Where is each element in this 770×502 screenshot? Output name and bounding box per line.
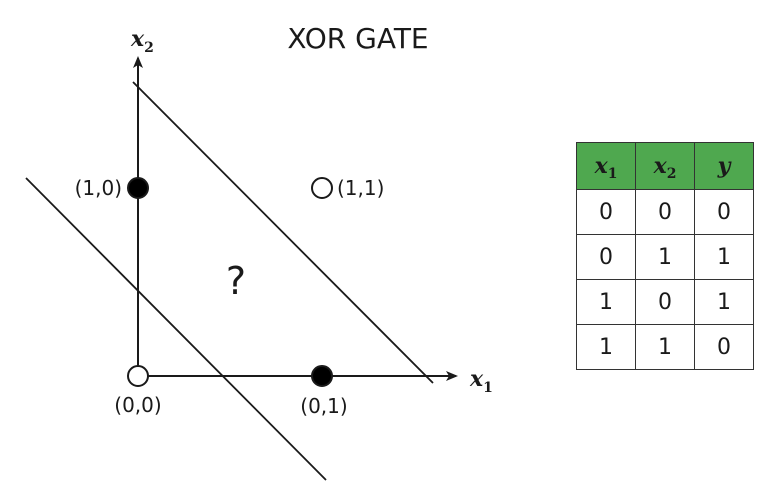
table-cell: 0 (635, 279, 695, 325)
point-0-1 (311, 365, 333, 387)
svg-text:x1: x1 (469, 366, 493, 396)
diagram-title: XOR GATE (287, 22, 428, 55)
table-cell: 1 (576, 324, 636, 370)
table-cell: 0 (694, 324, 754, 370)
point-0-0 (127, 365, 149, 387)
table-cell: 1 (635, 324, 695, 370)
svg-text:x2: x2 (130, 26, 154, 56)
y-axis-label: x2 (130, 26, 154, 56)
truth-table: x1 x2 y 0 0 0 0 1 1 1 0 1 1 1 (576, 142, 754, 370)
point-label-1-1: (1,1) (337, 176, 384, 200)
point-label-1-0: (1,0) (75, 176, 122, 200)
table-cell: 1 (694, 279, 754, 325)
table-row: 0 0 0 (576, 189, 754, 235)
decision-boundary-line-lower (25, 177, 327, 481)
table-row: 1 1 0 (576, 324, 754, 370)
table-row: 0 1 1 (576, 234, 754, 280)
point-1-1 (311, 177, 333, 199)
decision-boundary-line-upper (132, 81, 434, 384)
point-label-0-1: (0,1) (300, 394, 347, 418)
table-cell: 0 (694, 189, 754, 235)
header-x2: x2 (635, 142, 695, 190)
header-y: y (694, 142, 754, 190)
x-axis-label: x1 (469, 366, 493, 396)
point-label-0-0: (0,0) (114, 393, 161, 417)
unknown-region-mark: ? (226, 259, 246, 303)
header-x1: x1 (576, 142, 636, 190)
table-cell: 1 (576, 279, 636, 325)
table-cell: 0 (576, 189, 636, 235)
point-1-0 (127, 177, 149, 199)
table-cell: 1 (635, 234, 695, 280)
table-row: 1 0 1 (576, 279, 754, 325)
table-cell: 1 (694, 234, 754, 280)
table-cell: 0 (576, 234, 636, 280)
truth-table-header-row: x1 x2 y (576, 142, 754, 190)
table-cell: 0 (635, 189, 695, 235)
